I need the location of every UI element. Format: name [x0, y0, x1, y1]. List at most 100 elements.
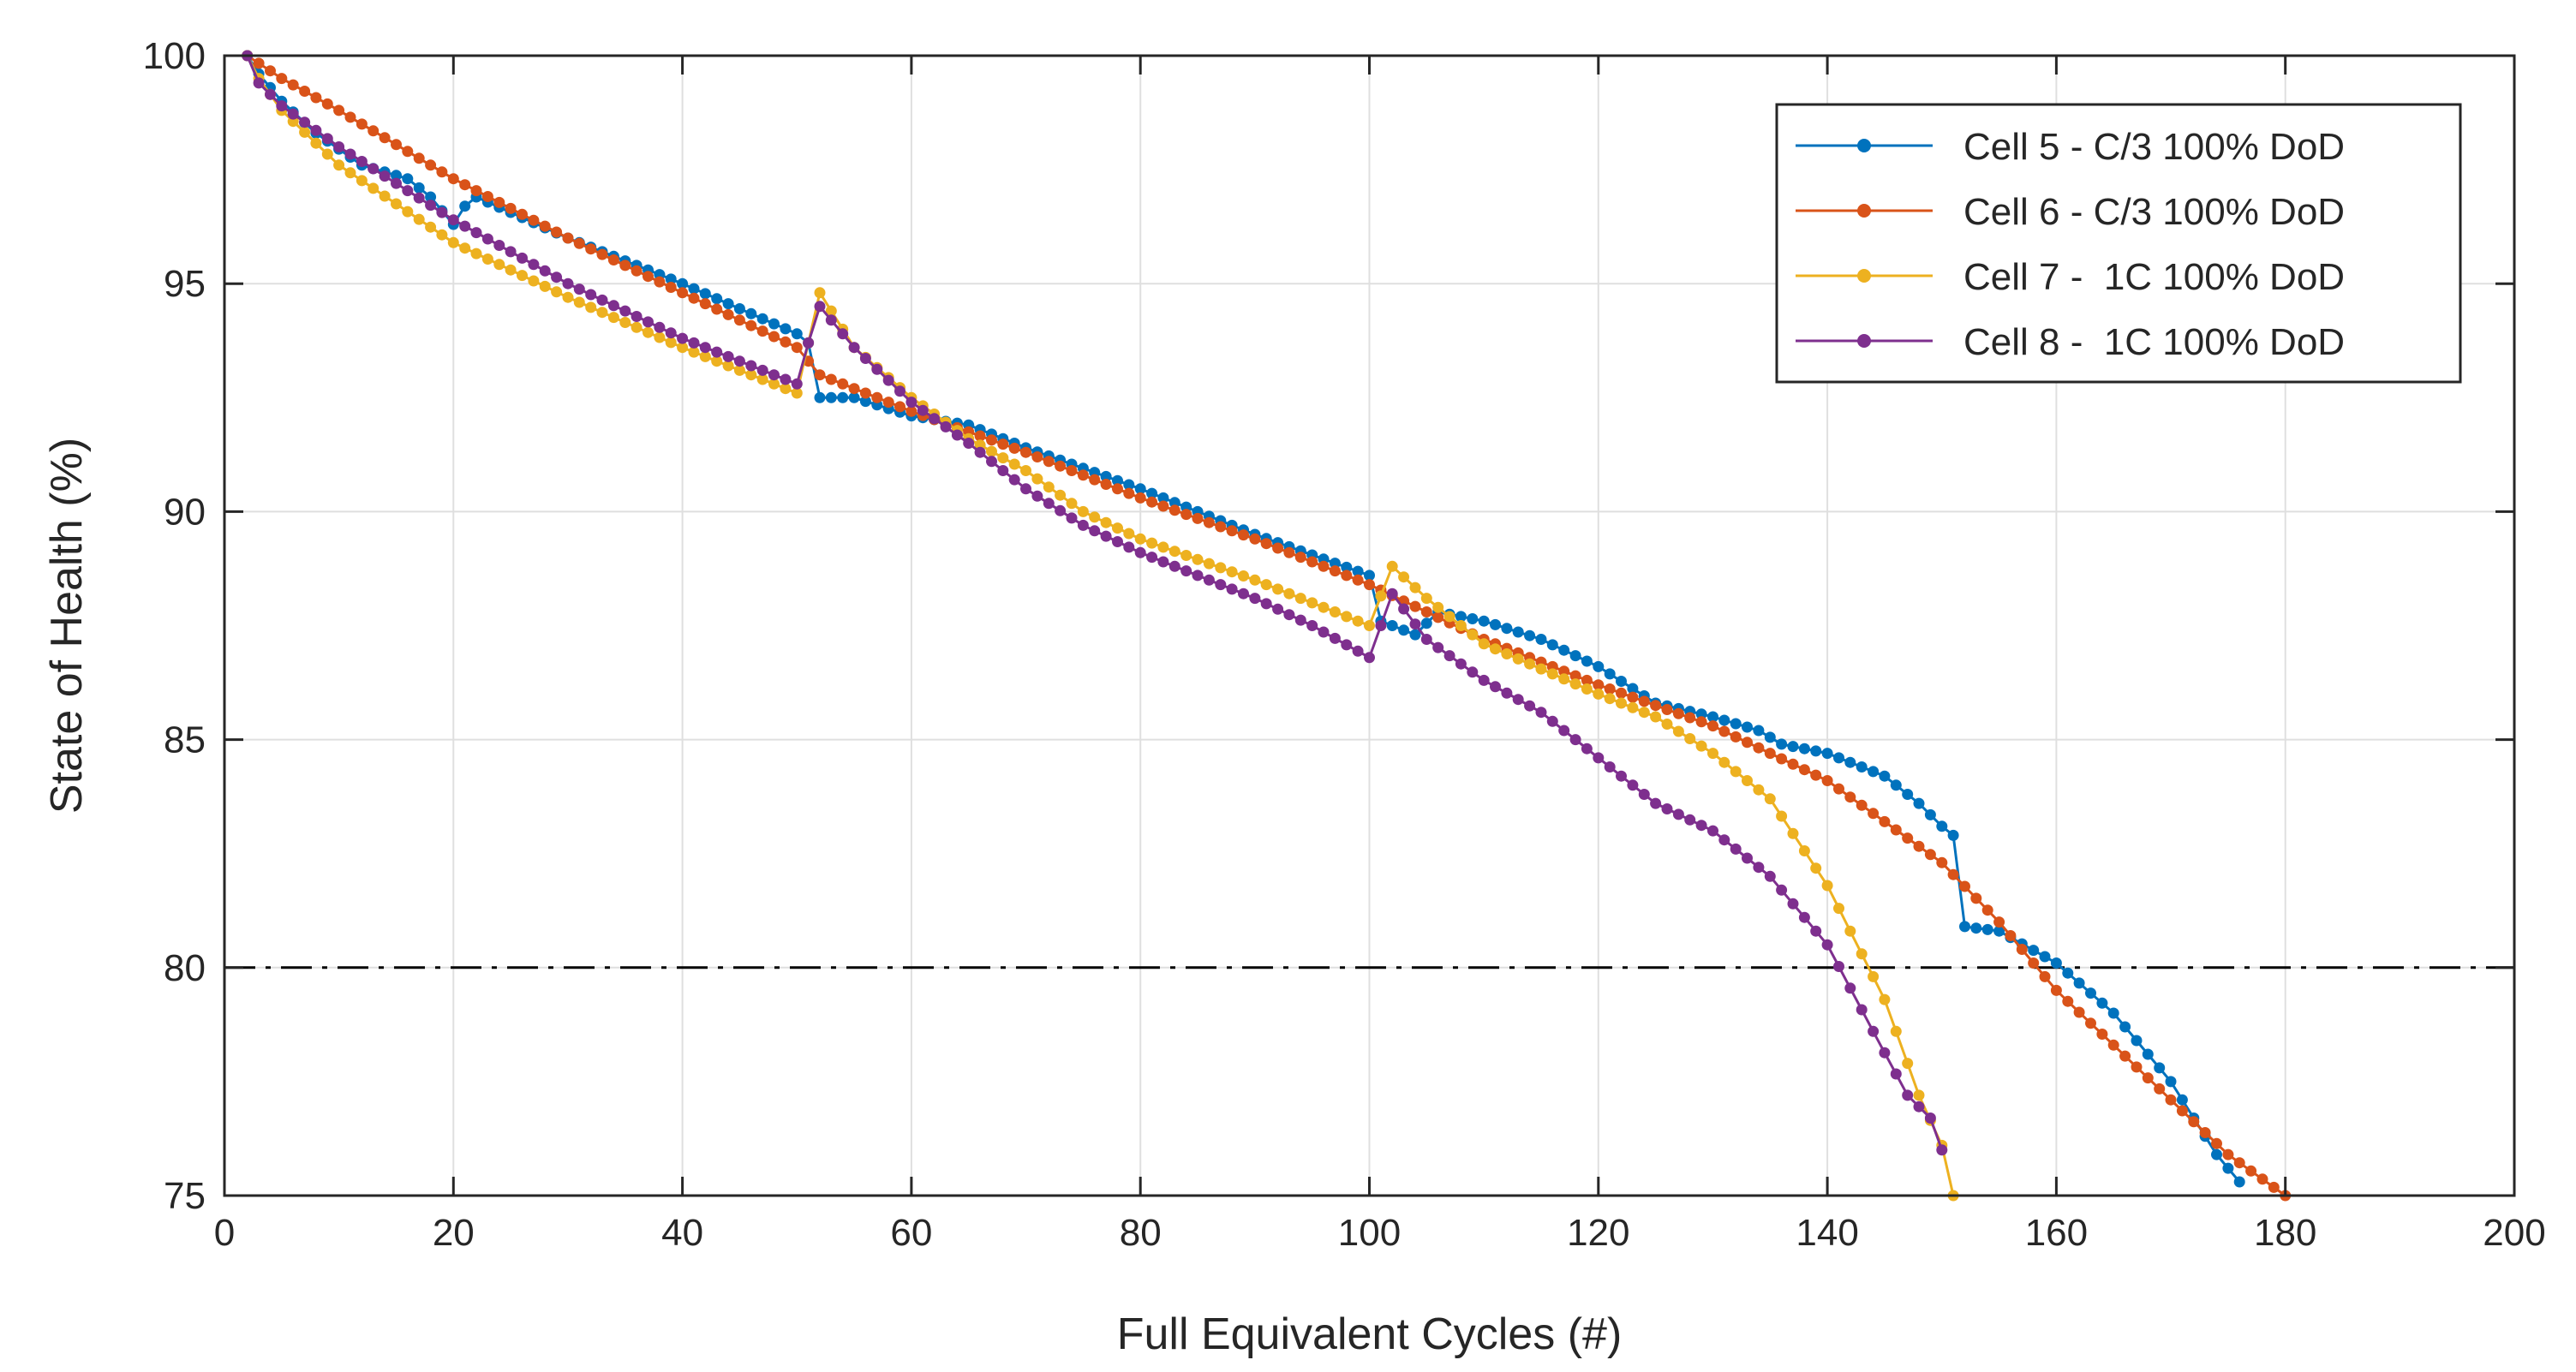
series-2-point — [1066, 465, 1078, 476]
x-tick-label: 20 — [433, 1212, 475, 1254]
series-2-point — [837, 378, 849, 390]
series-3-point — [333, 159, 345, 171]
series-2-point — [2016, 944, 2028, 955]
series-2-point — [1249, 533, 1261, 545]
series-4-point — [1089, 525, 1101, 537]
x-tick-label: 160 — [2025, 1212, 2088, 1254]
series-1-point — [1616, 676, 1627, 687]
series-2-point — [1890, 824, 1902, 836]
series-4-point — [1684, 814, 1696, 826]
series-2-point — [699, 298, 711, 310]
series-3-point — [1501, 648, 1513, 659]
series-1-point — [699, 288, 711, 300]
series-1-point — [2154, 1062, 2166, 1074]
series-3-point — [1604, 693, 1616, 705]
series-3-point — [505, 264, 517, 276]
series-4-point — [871, 363, 883, 375]
series-4-point — [1650, 797, 1662, 809]
series-4-point — [733, 355, 745, 367]
series-3-point — [1512, 653, 1524, 665]
y-tick-label: 75 — [164, 1175, 206, 1217]
series-4-point — [929, 413, 941, 425]
series-4-point — [1787, 898, 1799, 910]
series-3-point — [1821, 880, 1833, 892]
series-3-point — [299, 126, 311, 138]
series-3-point — [1467, 629, 1479, 641]
series-2-point — [1432, 611, 1444, 623]
series-2-point — [493, 196, 505, 208]
series-3-point — [1112, 522, 1123, 534]
y-tick-label: 80 — [164, 947, 206, 989]
series-2-point — [1730, 731, 1742, 743]
series-2-point — [1638, 695, 1650, 707]
series-4-point — [1066, 512, 1078, 524]
series-2-point — [1180, 509, 1192, 521]
series-2-point — [1970, 892, 1982, 904]
series-2-point — [1157, 500, 1169, 512]
series-1-point — [2131, 1035, 2143, 1047]
series-1-point — [1168, 497, 1180, 509]
series-2-point — [1776, 753, 1788, 765]
series-4-point — [1856, 1004, 1868, 1016]
series-4-point — [1318, 626, 1330, 638]
x-axis-label: Full Equivalent Cycles (#) — [1117, 1309, 1623, 1359]
series-4 — [242, 50, 1948, 1156]
legend: Cell 5 - C/3 100% DoD Cell 6 - C/3 100% D… — [1775, 103, 2462, 384]
x-tick-label: 40 — [661, 1212, 703, 1254]
series-4-point — [1924, 1113, 1936, 1124]
series-4-point — [814, 301, 826, 313]
series-layer — [242, 50, 2292, 1202]
series-2-point — [1364, 579, 1375, 591]
series-4-point — [1443, 650, 1455, 662]
series-2-point — [2096, 1029, 2108, 1040]
series-2-point — [1879, 815, 1891, 827]
series-4-point — [1260, 598, 1272, 610]
series-4-point — [905, 397, 917, 409]
series-3-point — [573, 296, 585, 308]
series-3-point — [1684, 733, 1696, 744]
series-2-point — [1409, 600, 1421, 612]
series-3-point — [1283, 588, 1295, 600]
series-1-point — [1134, 483, 1146, 495]
series-2-point — [2165, 1094, 2177, 1106]
legend-label-1: Cell 5 - C/3 100% DoD — [1963, 126, 2345, 168]
series-4-point — [1386, 588, 1398, 600]
series-4-point — [963, 438, 975, 449]
series-3-point — [1420, 593, 1432, 605]
series-4-point — [1512, 694, 1524, 706]
series-4-point — [1593, 752, 1605, 764]
series-4-point — [699, 342, 711, 354]
series-4-point — [1180, 565, 1192, 577]
series-3-point — [1868, 970, 1880, 982]
series-4-point — [1077, 519, 1089, 531]
series-4-point — [1707, 825, 1718, 837]
series-2-point — [1821, 775, 1833, 786]
legend-label-3: Cell 7 - 1C 100% DoD — [1963, 256, 2345, 298]
x-tick-label: 120 — [1567, 1212, 1629, 1254]
series-2-point — [1112, 483, 1123, 495]
series-1-point — [677, 277, 689, 289]
series-1-point — [859, 396, 871, 408]
series-3-point — [528, 275, 540, 287]
series-4-point — [1020, 483, 1031, 495]
series-3-point — [1569, 678, 1581, 690]
series-2-point — [791, 342, 803, 354]
series-2-point — [986, 434, 997, 446]
series-1-point — [425, 191, 437, 203]
x-tick-label: 140 — [1796, 1212, 1858, 1254]
series-4-point — [859, 353, 871, 364]
series-2-point — [2211, 1137, 2222, 1149]
series-1-point — [402, 173, 414, 185]
series-3-point — [1238, 570, 1249, 582]
series-3-point — [1833, 903, 1844, 915]
series-2-point — [287, 79, 299, 91]
series-3-point — [1226, 566, 1238, 578]
series-3-point — [1879, 993, 1891, 1005]
series-3-point — [631, 321, 643, 333]
series-4-point — [1661, 803, 1673, 814]
series-4-point — [1306, 620, 1318, 631]
series-1-point — [1364, 570, 1375, 582]
series-2-point — [1294, 552, 1306, 564]
series-2-point — [1810, 769, 1822, 781]
series-1-point — [722, 298, 734, 310]
